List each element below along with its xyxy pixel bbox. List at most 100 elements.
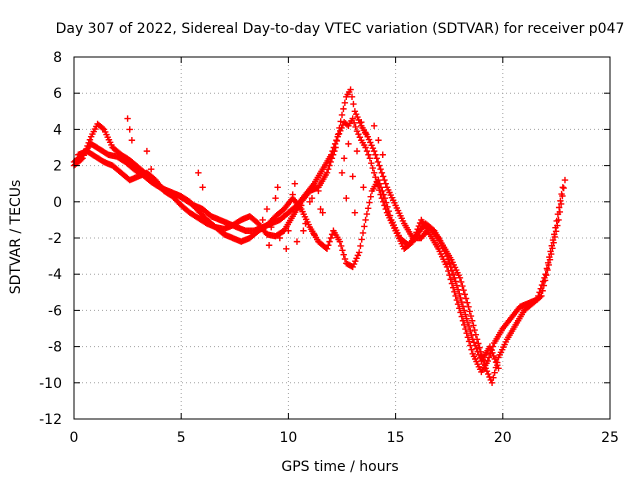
data-point	[457, 294, 464, 302]
data-point	[323, 245, 331, 253]
data-point	[468, 346, 475, 353]
data-point	[490, 352, 497, 360]
data-point	[352, 257, 359, 265]
data-point	[453, 282, 461, 289]
data-point	[445, 256, 452, 263]
data-point	[325, 242, 332, 249]
data-point	[370, 147, 378, 155]
y-tick-label: -8	[48, 340, 62, 356]
data-point	[285, 227, 292, 234]
y-tick-label: 8	[53, 50, 62, 66]
data-point	[543, 272, 550, 279]
data-point	[490, 374, 497, 381]
data-point	[379, 198, 387, 205]
data-point	[358, 118, 365, 126]
y-tick-label: 4	[53, 122, 62, 138]
data-point	[541, 277, 549, 284]
data-point	[368, 142, 375, 149]
data-point	[452, 278, 459, 285]
data-point	[374, 158, 382, 166]
data-point	[86, 136, 94, 143]
data-point	[356, 119, 364, 127]
data-point	[550, 239, 557, 246]
data-point	[560, 184, 567, 192]
data-point	[339, 247, 346, 254]
data-point	[461, 307, 468, 314]
data-point	[354, 113, 361, 121]
data-point	[315, 187, 322, 195]
data-point	[327, 158, 334, 166]
data-point	[470, 322, 477, 329]
data-point	[456, 290, 463, 298]
data-point	[329, 151, 337, 158]
data-point	[362, 216, 369, 224]
data-point	[364, 133, 371, 140]
data-point	[372, 151, 379, 158]
data-point	[380, 191, 387, 198]
y-tick-label: -6	[48, 303, 62, 319]
data-point	[376, 180, 383, 187]
data-point	[465, 323, 473, 331]
data-point	[463, 315, 470, 322]
data-point	[338, 111, 346, 119]
data-point	[484, 357, 491, 365]
data-point	[378, 169, 386, 177]
data-point	[457, 309, 464, 316]
data-point	[334, 131, 342, 138]
data-point	[446, 260, 453, 267]
data-point	[487, 346, 495, 353]
data-point	[382, 199, 390, 206]
x-tick-label: 15	[387, 430, 405, 446]
y-tick-label: -4	[48, 267, 62, 283]
data-point	[300, 227, 307, 234]
data-point	[368, 159, 375, 167]
data-point	[382, 180, 389, 187]
data-point	[366, 199, 373, 206]
data-point	[343, 194, 350, 202]
data-point	[306, 198, 314, 205]
y-axis-ticks: -12 -10 -8 -6 -4 -2 0 2 4 6 8	[39, 50, 610, 428]
data-point	[456, 305, 463, 312]
data-point	[274, 184, 281, 191]
data-point	[462, 325, 469, 333]
data-point	[539, 287, 546, 294]
data-point	[335, 130, 343, 137]
data-point	[343, 121, 351, 128]
data-point	[326, 238, 333, 245]
data-point	[353, 128, 361, 135]
data-point	[446, 272, 453, 279]
data-point	[340, 105, 347, 113]
data-point	[454, 300, 462, 308]
data-point	[491, 369, 498, 376]
data-point	[337, 127, 344, 135]
y-axis-label: SDTVAR / TECUs	[8, 180, 24, 295]
data-point	[376, 162, 383, 169]
data-point	[547, 250, 555, 258]
data-point	[259, 216, 266, 224]
data-point	[352, 123, 359, 131]
data-point	[476, 344, 483, 351]
data-point	[559, 192, 566, 200]
data-point	[463, 329, 470, 337]
data-point	[357, 242, 364, 250]
data-point	[338, 169, 346, 177]
data-point	[333, 137, 341, 145]
data-point	[124, 115, 131, 122]
y-tick-label: -12	[39, 412, 62, 428]
data-point	[467, 312, 475, 320]
data-point	[464, 299, 471, 306]
data-point	[364, 205, 372, 212]
data-point	[466, 308, 473, 315]
data-point	[471, 326, 478, 334]
data-point	[456, 274, 464, 282]
data-point	[365, 151, 372, 158]
data-point	[147, 166, 155, 173]
data-point	[375, 137, 382, 144]
data-point	[472, 342, 479, 349]
data-point	[355, 131, 362, 138]
data-point	[449, 271, 457, 278]
data-point	[323, 169, 331, 177]
data-point	[469, 336, 476, 343]
data-point	[372, 173, 379, 181]
data-point	[341, 255, 349, 263]
